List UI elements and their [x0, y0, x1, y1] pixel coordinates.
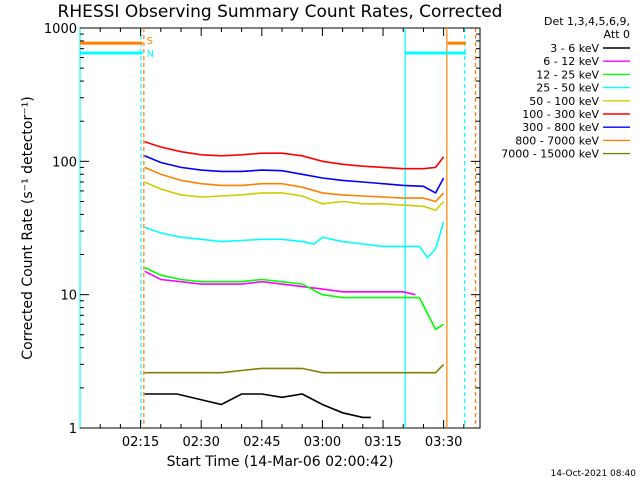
x-tick-label-4: 03:15	[364, 435, 401, 450]
legend-entry-2: 12 - 25 keV	[536, 68, 599, 81]
legend-entry-1: 6 - 12 keV	[543, 55, 599, 68]
series-line-0	[144, 393, 371, 419]
legend-header-line-1: Det 1,3,4,5,6,9,	[544, 15, 630, 28]
series-line-7	[144, 166, 445, 203]
legend-entry-5: 100 - 300 keV	[522, 108, 599, 121]
series-line-3	[144, 221, 445, 259]
x-tick-label-1: 02:30	[182, 435, 219, 450]
series-line-8	[144, 363, 445, 374]
legend-header-line-2: Att 0	[604, 28, 630, 41]
y-tick-label-0: 1	[69, 422, 77, 437]
x-axis-label: Start Time (14-Mar-06 02:00:42)	[167, 454, 394, 470]
y-axis-label: Corrected Count Rate (s⁻¹ detector⁻¹)	[20, 96, 36, 359]
series-line-4	[144, 181, 445, 212]
y-tick-label-2: 100	[52, 155, 77, 170]
x-tick-label-5: 03:30	[425, 435, 462, 450]
legend-entry-0: 3 - 6 keV	[550, 42, 599, 55]
x-tick-label-2: 02:45	[243, 435, 280, 450]
x-tick-label-3: 03:00	[304, 435, 341, 450]
saa-label-0: S	[147, 36, 153, 47]
legend-entry-6: 300 - 800 keV	[522, 121, 599, 134]
legend-entry-7: 800 - 7000 keV	[515, 134, 599, 147]
vertical-markers	[79, 28, 477, 428]
series-layer	[144, 141, 445, 419]
legend-entry-8: 7000 - 15000 keV	[501, 148, 599, 161]
series-line-1	[144, 270, 416, 296]
series-line-2	[144, 266, 445, 331]
legend-entry-3: 25 - 50 keV	[536, 82, 599, 95]
y-tick-label-1: 10	[60, 289, 77, 304]
x-tick-label-0: 02:15	[122, 435, 159, 450]
x-axis: 02:15 02:30 02:45 03:00 03:15 03:30	[99, 28, 465, 450]
y-tick-label-3: 1000	[44, 22, 77, 37]
timestamp: 14-Oct-2021 08:40	[551, 469, 637, 479]
plot-area: SN 02:15 02:30 02:45 03:00 03:15 03:30 1 10 100…	[44, 22, 481, 450]
series-line-5	[144, 141, 445, 170]
legend-entry-4: 50 - 100 keV	[529, 95, 599, 108]
saa-bars: SN	[80, 36, 466, 60]
series-line-6	[144, 155, 445, 194]
saa-label-1: N	[147, 49, 154, 60]
chart-title: RHESSI Observing Summary Count Rates, Co…	[58, 2, 503, 22]
y-axis: 1 10 100 1000	[44, 22, 480, 437]
